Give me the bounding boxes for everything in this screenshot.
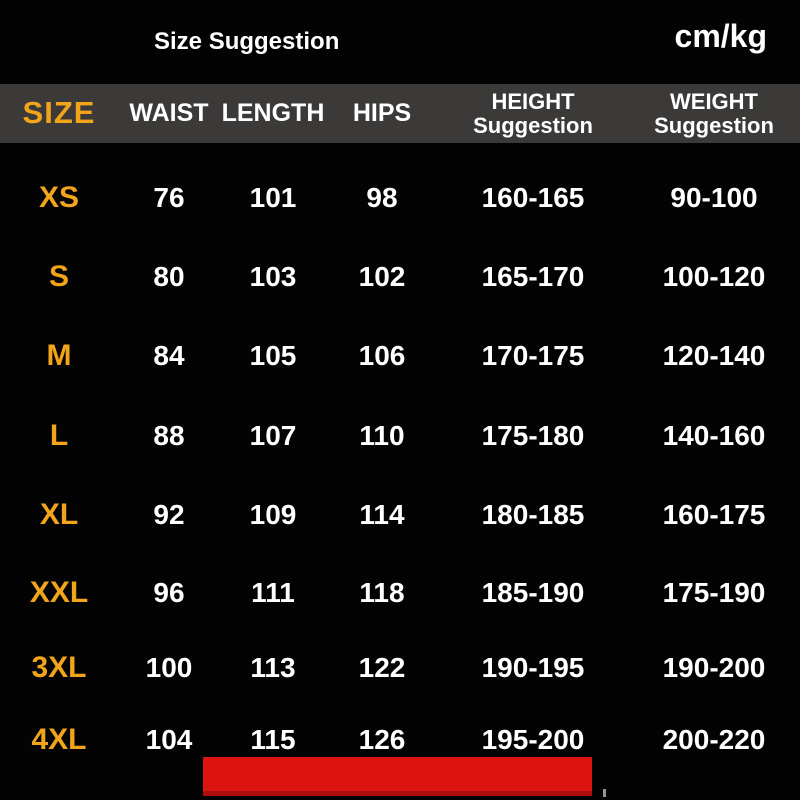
table-body: XS 76 101 98 160-165 90-100 S 80 103 102… (0, 142, 800, 776)
length-value: 115 (250, 723, 296, 755)
column-header-sublabel: Suggestion (654, 112, 774, 138)
length-value: 113 (250, 651, 296, 683)
waist-value: 84 (153, 340, 185, 371)
hips-value: 114 (359, 498, 405, 530)
length-value: 103 (249, 261, 297, 292)
weight-value: 140-160 (662, 419, 766, 451)
units-label: cm/kg (674, 18, 767, 54)
length-value: 107 (249, 419, 297, 451)
hips-value: 106 (358, 340, 406, 371)
column-header-sublabel: Suggestion (473, 112, 593, 138)
column-header-length: LENGTH (220, 99, 326, 128)
size-label: S (48, 260, 69, 293)
table-header-row: SIZE WAIST LENGTH HIPS HEIGHT Suggestion… (0, 84, 800, 143)
weight-value: 90-100 (670, 182, 758, 213)
weight-value: 160-175 (662, 498, 766, 530)
height-value: 185-190 (481, 577, 585, 608)
waist-value: 100 (145, 651, 193, 683)
waist-value: 92 (153, 498, 185, 530)
column-header-weight: WEIGHT Suggestion (628, 90, 800, 136)
hips-value: 122 (358, 651, 406, 683)
size-label: XS (38, 181, 80, 214)
waist-value: 96 (153, 577, 185, 608)
weight-value: 190-200 (662, 651, 766, 683)
waist-value: 80 (153, 261, 185, 292)
weight-value: 120-140 (662, 340, 766, 371)
height-value: 175-180 (481, 419, 585, 451)
hips-value: 118 (359, 577, 405, 608)
column-header-label: HEIGHT (491, 89, 575, 115)
length-value: 111 (251, 577, 295, 608)
artifact-tick (603, 789, 606, 797)
red-highlight-bar (203, 757, 592, 796)
column-header-size: SIZE (0, 97, 118, 130)
height-value: 165-170 (481, 261, 585, 292)
column-header-hips: HIPS (326, 99, 438, 128)
size-label: XL (39, 497, 79, 531)
column-header-waist: WAIST (118, 99, 220, 128)
hips-value: 126 (358, 723, 406, 755)
size-label: XXL (29, 576, 89, 609)
length-value: 109 (249, 498, 297, 530)
waist-value: 104 (145, 723, 193, 755)
column-header-label: SIZE (22, 95, 96, 131)
length-value: 101 (249, 182, 297, 213)
page-title: Size Suggestion (154, 28, 340, 55)
column-header-label: HIPS (352, 99, 412, 128)
column-header-height: HEIGHT Suggestion (438, 90, 628, 136)
hips-value: 102 (358, 261, 406, 292)
waist-value: 88 (153, 419, 185, 451)
hips-value: 98 (366, 182, 398, 213)
height-value: 190-195 (481, 651, 585, 683)
column-header-label: WAIST (129, 99, 209, 128)
weight-value: 175-190 (662, 577, 766, 608)
height-value: 170-175 (481, 340, 585, 371)
height-value: 160-165 (481, 182, 585, 213)
length-value: 105 (249, 340, 297, 371)
column-header-label: WEIGHT (670, 89, 758, 115)
waist-value: 76 (153, 182, 185, 213)
size-label: 3XL (31, 650, 87, 684)
size-label: M (46, 339, 72, 372)
size-label: L (49, 418, 69, 452)
height-value: 180-185 (481, 498, 585, 530)
height-value: 195-200 (481, 723, 585, 755)
hips-value: 110 (359, 419, 405, 451)
weight-value: 100-120 (662, 261, 766, 292)
size-label: 4XL (31, 722, 87, 756)
weight-value: 200-220 (662, 723, 766, 755)
column-header-label: LENGTH (221, 99, 325, 128)
